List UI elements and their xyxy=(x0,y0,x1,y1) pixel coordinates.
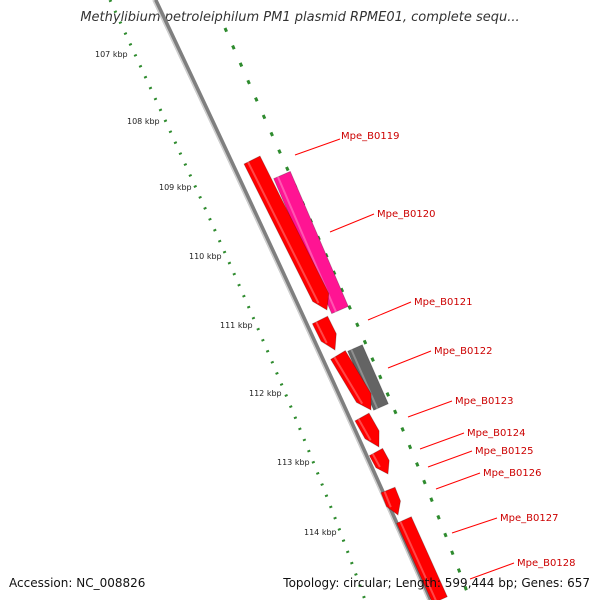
label-leader-line xyxy=(329,213,375,233)
ruler-tick-labels: 107 kbp 108 kbp 109 kbp 110 kbp 111 kbp 112 k… xyxy=(95,50,337,537)
gene-arrow-mpe-b0124[interactable] xyxy=(354,412,380,448)
label-leader-line xyxy=(387,350,432,369)
gene-arrows xyxy=(243,155,448,600)
gene-arrow-highlight xyxy=(350,349,379,410)
gene-arrow-mpe-b0128[interactable] xyxy=(396,516,448,600)
gene-label[interactable]: Mpe_B0119 xyxy=(341,131,399,142)
tick-label: 113 kbp xyxy=(277,458,310,467)
label-leader-line xyxy=(407,400,453,418)
gene-label[interactable]: Mpe_B0124 xyxy=(467,428,525,439)
gene-label[interactable]: Mpe_B0125 xyxy=(475,446,533,457)
gene-label[interactable]: Mpe_B0123 xyxy=(455,396,513,407)
gene-arrow-highlight xyxy=(357,418,372,441)
gene-arrow-highlight xyxy=(399,521,437,600)
gene-arrow-mpe-b0121[interactable] xyxy=(311,315,337,351)
sequence-summary: Topology: circular; Length: 599,444 bp; … xyxy=(283,576,590,590)
gene-labels: Mpe_B0119 Mpe_B0120 Mpe_B0121 Mpe_B0122 Mpe_… xyxy=(294,131,575,580)
gene-arrow-highlight xyxy=(333,356,364,405)
gene-arrow-mpe-b0120[interactable] xyxy=(243,155,330,311)
gene-label[interactable]: Mpe_B0128 xyxy=(517,558,575,569)
tick-label: 111 kbp xyxy=(220,321,253,330)
gene-label[interactable]: Mpe_B0126 xyxy=(483,468,541,479)
tick-label: 107 kbp xyxy=(95,50,128,59)
label-leader-line xyxy=(419,432,465,450)
tick-label: 110 kbp xyxy=(189,252,222,261)
outer-tick-track xyxy=(223,27,472,600)
gene-arrow-highlight xyxy=(383,491,392,508)
sequence-backbone-highlight xyxy=(152,0,429,600)
tick-label: 114 kbp xyxy=(304,528,337,537)
gene-label[interactable]: Mpe_B0121 xyxy=(414,297,472,308)
gene-arrow-mpe-b0123[interactable] xyxy=(330,350,372,411)
label-leader-line xyxy=(451,517,498,534)
map-title: Methylibium petroleiphilum PM1 plasmid R… xyxy=(80,10,520,25)
gene-arrow-highlight xyxy=(315,321,328,344)
label-leader-line xyxy=(435,472,481,490)
gene-arrow-mpe-b0125[interactable] xyxy=(368,447,390,475)
gene-arrow-highlight xyxy=(247,161,320,304)
sequence-backbone xyxy=(152,0,433,600)
gene-label[interactable]: Mpe_B0122 xyxy=(434,346,492,357)
gene-arrow-mpe-b0126[interactable] xyxy=(380,486,401,516)
label-leader-line xyxy=(469,562,515,580)
accession-text: Accession: NC_008826 xyxy=(9,576,146,590)
label-leader-line xyxy=(294,138,341,156)
label-leader-line xyxy=(367,301,412,321)
tick-label: 112 kbp xyxy=(249,389,282,398)
tick-label: 109 kbp xyxy=(159,183,192,192)
gene-label[interactable]: Mpe_B0127 xyxy=(500,513,558,524)
tick-label: 108 kbp xyxy=(127,117,160,126)
label-leader-line xyxy=(427,450,473,468)
gene-label[interactable]: Mpe_B0120 xyxy=(377,209,435,220)
gene-arrow-highlight xyxy=(371,453,381,468)
